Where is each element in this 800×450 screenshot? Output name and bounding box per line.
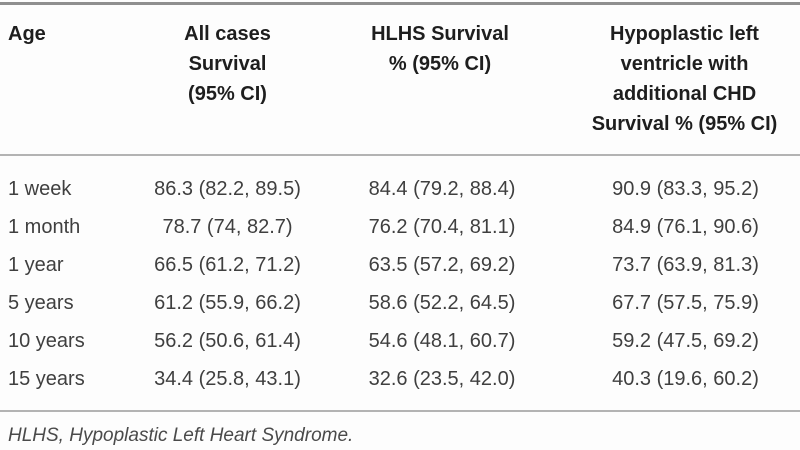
table-header: Age All cases Survival (95% CI) HLHS Sur… xyxy=(0,3,800,156)
hlhs-survival-cell: 76.2 (70.4, 81.1) xyxy=(368,215,516,238)
hlhs-survival-cell: 32.6 (23.5, 42.0) xyxy=(368,367,516,390)
table-row: 1 month 78.7 (74, 82.7) 76.2 (70.4, 81.1… xyxy=(0,208,800,246)
age-cell: 5 years xyxy=(8,291,74,314)
header-line: HLHS Survival xyxy=(371,23,509,45)
hlv-chd-survival-cell: 59.2 (47.5, 69.2) xyxy=(612,329,759,352)
age-cell: 15 years xyxy=(8,367,85,390)
hlhs-survival-cell: 63.5 (57.2, 69.2) xyxy=(368,253,516,276)
table-body: 1 week 86.3 (82.2, 89.5) 84.4 (79.2, 88.… xyxy=(0,155,800,411)
header-line: Survival % (95% CI) xyxy=(591,113,778,135)
table-row: 1 year 66.5 (61.2, 71.2) 63.5 (57.2, 69.… xyxy=(0,246,800,284)
table-row: 5 years 61.2 (55.9, 66.2) 58.6 (52.2, 64… xyxy=(0,284,800,322)
column-header-hlhs-survival: HLHS Survival % (95% CI) xyxy=(335,3,545,156)
hlv-chd-survival-cell: 90.9 (83.3, 95.2) xyxy=(612,177,759,200)
header-row: Age All cases Survival (95% CI) HLHS Sur… xyxy=(0,3,800,156)
hlhs-survival-cell: 58.6 (52.2, 64.5) xyxy=(368,291,516,314)
header-line: % (95% CI) xyxy=(388,53,492,75)
table-row: 10 years 56.2 (50.6, 61.4) 54.6 (48.1, 6… xyxy=(0,322,800,360)
header-line: ventricle with xyxy=(620,53,749,75)
table-row: 15 years 34.4 (25.8, 43.1) 32.6 (23.5, 4… xyxy=(0,360,800,411)
hlv-chd-survival-cell: 73.7 (63.9, 81.3) xyxy=(612,253,759,276)
header-line: Survival xyxy=(188,53,267,75)
header-line: (95% CI) xyxy=(188,83,267,105)
age-cell: 1 month xyxy=(8,215,81,238)
survival-table: Age All cases Survival (95% CI) HLHS Sur… xyxy=(0,2,800,412)
all-cases-survival-cell: 56.2 (50.6, 61.4) xyxy=(154,329,301,352)
age-cell: 1 week xyxy=(8,177,72,200)
column-header-hlv-additional-chd-survival: Hypoplastic left ventricle with addition… xyxy=(545,3,800,156)
header-line: All cases xyxy=(184,23,271,45)
table-footnote: HLHS, Hypoplastic Left Heart Syndrome. xyxy=(8,425,354,446)
column-header-age: Age xyxy=(0,3,120,156)
hlhs-survival-cell: 84.4 (79.2, 88.4) xyxy=(368,177,516,200)
header-line: Hypoplastic left xyxy=(610,23,759,45)
all-cases-survival-cell: 66.5 (61.2, 71.2) xyxy=(154,253,301,276)
all-cases-survival-cell: 34.4 (25.8, 43.1) xyxy=(154,367,301,390)
age-cell: 1 year xyxy=(8,253,64,276)
age-cell: 10 years xyxy=(8,329,85,352)
column-header-all-cases-survival: All cases Survival (95% CI) xyxy=(120,3,335,156)
all-cases-survival-cell: 78.7 (74, 82.7) xyxy=(162,215,293,238)
hlv-chd-survival-cell: 84.9 (76.1, 90.6) xyxy=(612,215,759,238)
hlv-chd-survival-cell: 40.3 (19.6, 60.2) xyxy=(612,367,759,390)
header-line: additional CHD xyxy=(612,83,757,105)
all-cases-survival-cell: 86.3 (82.2, 89.5) xyxy=(154,177,301,200)
hlv-chd-survival-cell: 67.7 (57.5, 75.9) xyxy=(612,291,759,314)
all-cases-survival-cell: 61.2 (55.9, 66.2) xyxy=(154,291,301,314)
hlhs-survival-cell: 54.6 (48.1, 60.7) xyxy=(368,329,516,352)
header-line: Age xyxy=(8,23,46,45)
table-row: 1 week 86.3 (82.2, 89.5) 84.4 (79.2, 88.… xyxy=(0,155,800,208)
